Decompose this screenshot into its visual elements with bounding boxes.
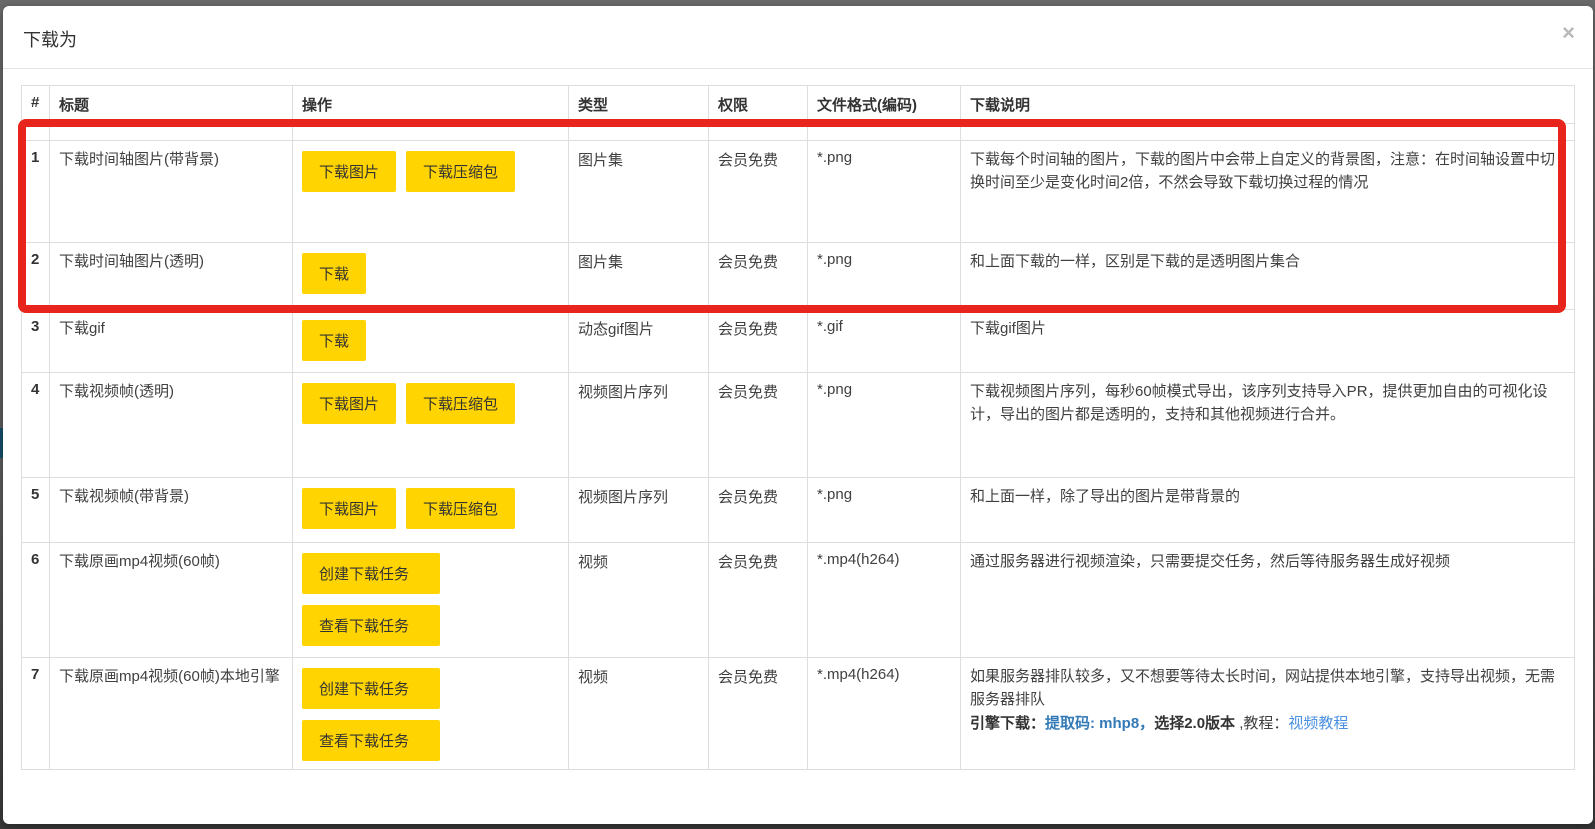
table-row: 7 下载原画mp4视频(60帧)本地引擎 创建下载任务 查看下载任务 视频 会员免费 *.m… <box>21 657 1575 770</box>
col-header-title: 标题 <box>49 85 293 124</box>
version-hint: 选择2.0版本 <box>1154 715 1236 732</box>
modal-title: 下载为 <box>23 30 77 50</box>
table-row: 3 下载gif 下载 动态gif图片 会员免费 *.gif 下载gif图片 <box>21 309 1575 373</box>
row-permission: 会员免费 <box>708 477 808 543</box>
row-format: *.png <box>807 242 961 310</box>
download-action-button[interactable]: 下载压缩包 <box>406 488 516 529</box>
row-permission: 会员免费 <box>708 372 808 478</box>
row-type: 视频 <box>568 542 709 658</box>
engine-download-line: 引擎下载：提取码: mhp8，选择2.0版本 ,教程：视频教程 <box>970 713 1565 736</box>
actions-group: 下载 <box>302 318 559 363</box>
download-action-button[interactable]: 查看下载任务 <box>302 720 440 761</box>
row-actions-cell: 创建下载任务 查看下载任务 <box>292 657 569 770</box>
row-format: *.png <box>807 372 961 478</box>
table-row: 5 下载视频帧(带背景) 下载图片 下载压缩包 视频图片序列 会员免费 *.png 和上面一样… <box>21 477 1575 543</box>
download-action-button[interactable]: 下载图片 <box>302 488 397 529</box>
download-action-button[interactable]: 创建下载任务 <box>302 553 440 594</box>
row-format: *.mp4(h264) <box>807 542 961 658</box>
actions-group: 下载 <box>302 251 559 296</box>
table-row: 1 下载时间轴图片(带背景) 下载图片 下载压缩包 图片集 会员免费 *.png 下载每个时间… <box>21 140 1575 243</box>
row-format: *.gif <box>807 309 961 373</box>
row-actions-cell: 下载图片 下载压缩包 <box>292 477 569 543</box>
actions-group: 下载图片 下载压缩包 <box>302 486 559 531</box>
download-action-button[interactable]: 创建下载任务 <box>302 668 440 709</box>
row-description: 下载gif图片 <box>960 309 1575 373</box>
actions-group: 下载图片 下载压缩包 <box>302 149 559 194</box>
row-number: 2 <box>21 242 50 310</box>
row-description: 和上面下载的一样，区别是下载的是透明图片集合 <box>960 242 1575 310</box>
row-number: 6 <box>21 542 50 658</box>
row-description: 如果服务器排队较多，又不想要等待太长时间，网站提供本地引擎，支持导出视频，无需服… <box>960 657 1575 770</box>
download-action-button[interactable]: 查看下载任务 <box>302 605 440 646</box>
download-action-button[interactable]: 下载图片 <box>302 383 397 424</box>
actions-group: 下载图片 下载压缩包 <box>302 381 559 426</box>
table-row: 4 下载视频帧(透明) 下载图片 下载压缩包 视频图片序列 会员免费 *.png 下载视频图片… <box>21 372 1575 478</box>
col-header-type: 类型 <box>568 85 709 124</box>
close-icon[interactable]: × <box>1562 20 1575 45</box>
download-action-button[interactable]: 下载图片 <box>302 151 397 192</box>
row-permission: 会员免费 <box>708 242 808 310</box>
row-title: 下载视频帧(透明) <box>49 372 293 478</box>
col-header-actions: 操作 <box>292 85 569 124</box>
row-type: 视频图片序列 <box>568 477 709 543</box>
row-title: 下载原画mp4视频(60帧) <box>49 542 293 658</box>
table-row: 6 下载原画mp4视频(60帧) 创建下载任务 查看下载任务 视频 会员免费 *.mp4(h… <box>21 542 1575 658</box>
row-format: *.png <box>807 477 961 543</box>
row-number: 1 <box>21 140 50 243</box>
actions-group: 创建下载任务 查看下载任务 <box>302 666 559 761</box>
row-type: 视频 <box>568 657 709 770</box>
row-actions-cell: 下载 <box>292 242 569 310</box>
row-description: 和上面一样，除了导出的图片是带背景的 <box>960 477 1575 543</box>
row-title: 下载gif <box>49 309 293 373</box>
video-tutorial-link[interactable]: 视频教程 <box>1288 715 1349 732</box>
row-actions-cell: 下载图片 下载压缩包 <box>292 372 569 478</box>
col-header-description: 下载说明 <box>960 85 1575 124</box>
table-row: 2 下载时间轴图片(透明) 下载 图片集 会员免费 *.png 和上面下载的一样，区别是下载… <box>21 242 1575 310</box>
download-as-modal: 下载为 × # 标题 操作 类型 权限 文件格式(编码) 下载说明 <box>3 6 1593 824</box>
row-type: 图片集 <box>568 242 709 310</box>
row-format: *.mp4(h264) <box>807 657 961 770</box>
download-action-button[interactable]: 下载压缩包 <box>406 151 516 192</box>
backdrop-fragment <box>0 428 3 458</box>
row-number: 5 <box>21 477 50 543</box>
download-options-table: # 标题 操作 类型 权限 文件格式(编码) 下载说明 1 下载时间轴图片(带背景… <box>21 85 1575 770</box>
row-actions-cell: 下载 <box>292 309 569 373</box>
col-header-permission: 权限 <box>708 85 808 124</box>
row-actions-cell: 下载图片 下载压缩包 <box>292 140 569 243</box>
download-action-button[interactable]: 下载 <box>302 253 367 294</box>
row-description: 通过服务器进行视频渲染，只需要提交任务，然后等待服务器生成好视频 <box>960 542 1575 658</box>
tutorial-label: ,教程： <box>1235 715 1289 732</box>
row-type: 动态gif图片 <box>568 309 709 373</box>
download-action-button[interactable]: 下载压缩包 <box>406 383 516 424</box>
extraction-code-link[interactable]: 提取码: mhp8， <box>1045 715 1155 732</box>
table-header-row: # 标题 操作 类型 权限 文件格式(编码) 下载说明 <box>21 85 1575 124</box>
actions-group: 创建下载任务 查看下载任务 <box>302 551 559 646</box>
row-number: 4 <box>21 372 50 478</box>
spacer-row <box>21 123 1575 141</box>
row-type: 图片集 <box>568 140 709 243</box>
row-title: 下载时间轴图片(透明) <box>49 242 293 310</box>
col-header-num: # <box>21 85 50 124</box>
row-permission: 会员免费 <box>708 657 808 770</box>
modal-header: 下载为 × <box>3 6 1593 69</box>
download-options-table-wrap: # 标题 操作 类型 权限 文件格式(编码) 下载说明 1 下载时间轴图片(带背景… <box>18 85 1575 770</box>
row-title: 下载视频帧(带背景) <box>49 477 293 543</box>
row-number: 3 <box>21 309 50 373</box>
row-permission: 会员免费 <box>708 140 808 243</box>
engine-download-label: 引擎下载： <box>970 715 1046 732</box>
row-description: 下载每个时间轴的图片，下载的图片中会带上自定义的背景图，注意：在时间轴设置中切换… <box>960 140 1575 243</box>
row-number: 7 <box>21 657 50 770</box>
row-title: 下载原画mp4视频(60帧)本地引擎 <box>49 657 293 770</box>
row-permission: 会员免费 <box>708 309 808 373</box>
row-actions-cell: 创建下载任务 查看下载任务 <box>292 542 569 658</box>
row-title: 下载时间轴图片(带背景) <box>49 140 293 243</box>
row-type: 视频图片序列 <box>568 372 709 478</box>
row-format: *.png <box>807 140 961 243</box>
download-action-button[interactable]: 下载 <box>302 320 367 361</box>
col-header-format: 文件格式(编码) <box>807 85 961 124</box>
row-description: 下载视频图片序列，每秒60帧模式导出，该序列支持导入PR，提供更加自由的可视化设… <box>960 372 1575 478</box>
row-permission: 会员免费 <box>708 542 808 658</box>
modal-body: # 标题 操作 类型 权限 文件格式(编码) 下载说明 1 下载时间轴图片(带背景… <box>3 69 1593 786</box>
